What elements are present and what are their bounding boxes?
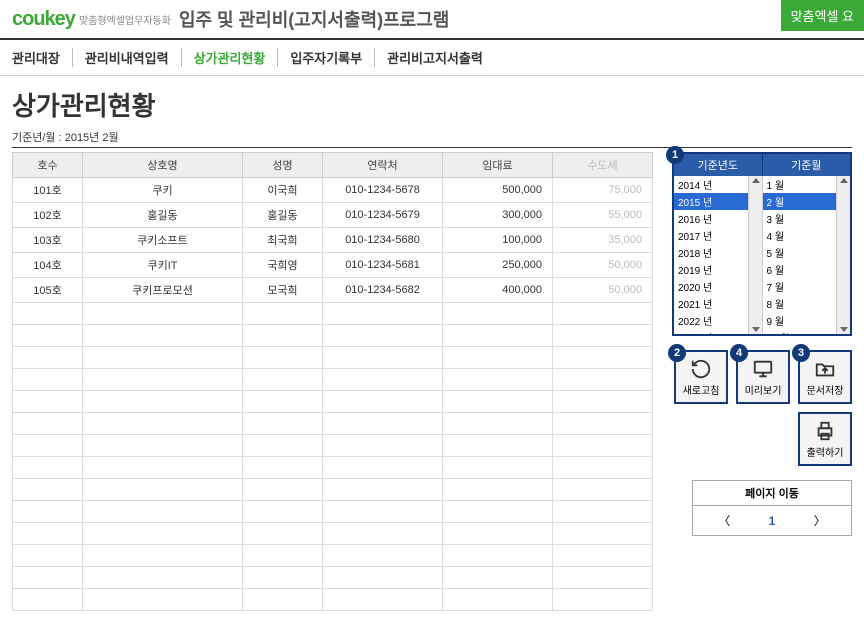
logo-subtitle: 맞춤형엑셀업무자동화 xyxy=(79,12,171,27)
data-table: 호수상호명성명연락처임대료수도세101호쿠키이국희010-1234-567850… xyxy=(12,152,660,611)
year-header: 기준년도 xyxy=(674,154,763,176)
logo: coukey xyxy=(12,8,75,31)
print-label: 출력하기 xyxy=(807,444,844,459)
monitor-icon xyxy=(752,358,774,380)
table-row xyxy=(13,413,653,435)
col-header: 수도세 xyxy=(553,153,653,178)
badge-2: 2 xyxy=(668,344,686,362)
table-row xyxy=(13,347,653,369)
date-line: 기준년/월 : 2015년 2월 xyxy=(12,129,852,148)
year-month-selector: 1 기준년도 기준월 2014 년2015 년2016 년2017 년2018 … xyxy=(672,152,852,336)
col-header: 성명 xyxy=(243,153,323,178)
badge-3: 3 xyxy=(792,344,810,362)
table-row xyxy=(13,523,653,545)
col-header: 연락처 xyxy=(323,153,443,178)
printer-icon xyxy=(814,420,836,442)
folder-up-icon xyxy=(814,358,836,380)
col-header: 상호명 xyxy=(83,153,243,178)
pager-title: 페이지 이동 xyxy=(693,481,851,506)
table-row xyxy=(13,303,653,325)
table-row xyxy=(13,369,653,391)
month-header: 기준월 xyxy=(763,154,851,176)
table-row xyxy=(13,501,653,523)
table-row[interactable]: 104호쿠키IT국희영010-1234-5681250,00050,000 xyxy=(13,253,653,278)
print-button[interactable]: 출력하기 xyxy=(798,412,852,466)
custom-excel-button[interactable]: 맞춤엑셀 요 xyxy=(781,0,864,31)
col-header: 임대료 xyxy=(443,153,553,178)
table-row[interactable]: 101호쿠키이국희010-1234-5678500,00075,000 xyxy=(13,178,653,203)
table-row xyxy=(13,391,653,413)
pager-page: 1 xyxy=(769,514,776,528)
refresh-button[interactable]: 2 새로고침 xyxy=(674,350,728,404)
save-button[interactable]: 3 문서저장 xyxy=(798,350,852,404)
tab-1[interactable]: 관리비내역입력 xyxy=(73,48,182,67)
preview-button[interactable]: 4 미리보기 xyxy=(736,350,790,404)
month-list[interactable]: 1 월2 월3 월4 월5 월6 월7 월8 월9 월10 월11 월12 월 xyxy=(763,176,851,334)
year-list[interactable]: 2014 년2015 년2016 년2017 년2018 년2019 년2020… xyxy=(674,176,763,334)
table-row xyxy=(13,479,653,501)
header-title: 입주 및 관리비(고지서출력)프로그램 xyxy=(179,6,449,32)
tab-4[interactable]: 관리비고지서출력 xyxy=(375,48,495,67)
pager-prev[interactable]: 〈 xyxy=(718,512,730,529)
table-row xyxy=(13,325,653,347)
table-row xyxy=(13,567,653,589)
col-header: 호수 xyxy=(13,153,83,178)
preview-label: 미리보기 xyxy=(745,382,782,397)
badge-1: 1 xyxy=(666,146,684,164)
save-label: 문서저장 xyxy=(807,382,844,397)
tab-3[interactable]: 입주자기록부 xyxy=(278,48,375,67)
badge-4: 4 xyxy=(730,344,748,362)
pager-next[interactable]: 〉 xyxy=(814,512,826,529)
table-row[interactable]: 102호홍길동홍길동010-1234-5679300,00055,000 xyxy=(13,203,653,228)
pager: 페이지 이동 〈 1 〉 xyxy=(692,480,852,536)
table-row[interactable]: 103호쿠키소프트최국희010-1234-5680100,00035,000 xyxy=(13,228,653,253)
table-row xyxy=(13,545,653,567)
table-row xyxy=(13,457,653,479)
refresh-icon xyxy=(690,358,712,380)
refresh-label: 새로고침 xyxy=(683,382,720,397)
table-row xyxy=(13,435,653,457)
page-title: 상가관리현황 xyxy=(12,86,852,123)
tab-0[interactable]: 관리대장 xyxy=(12,48,73,67)
table-row xyxy=(13,589,653,611)
table-row[interactable]: 105호쿠키프로모션모국희010-1234-5682400,00050,000 xyxy=(13,278,653,303)
tabs: 관리대장관리비내역입력상가관리현황입주자기록부관리비고지서출력 xyxy=(0,40,864,76)
tab-2[interactable]: 상가관리현황 xyxy=(182,48,279,67)
header: coukey 맞춤형엑셀업무자동화 입주 및 관리비(고지서출력)프로그램 맞춤… xyxy=(0,0,864,40)
